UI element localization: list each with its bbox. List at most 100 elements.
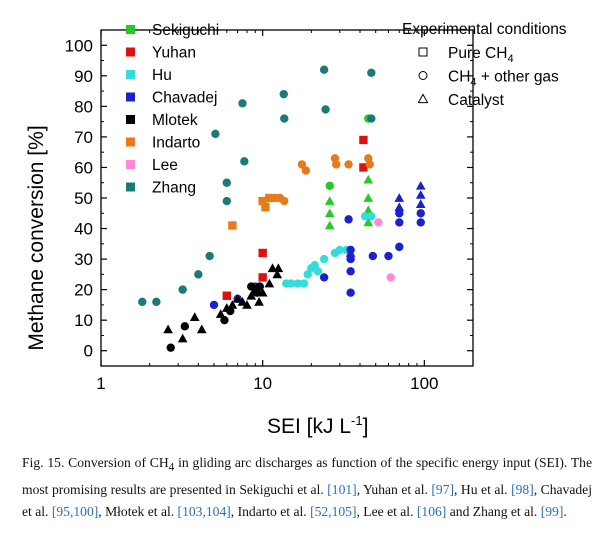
data-point-chavadej bbox=[395, 209, 404, 218]
data-point-mlotek bbox=[166, 343, 175, 352]
data-point-zhang bbox=[240, 157, 249, 166]
legend-swatch-yuhan bbox=[126, 47, 135, 57]
legend-swatch-lee bbox=[126, 160, 135, 169]
data-point-sekiguchi bbox=[363, 217, 374, 227]
legend-condition-label: Pure CH4 bbox=[448, 45, 514, 65]
caption-reference-link[interactable]: [103,104] bbox=[177, 503, 231, 519]
data-point-chavadej bbox=[384, 251, 393, 261]
data-point-mlotek bbox=[177, 333, 188, 343]
legend-swatch-indarto bbox=[126, 137, 135, 147]
data-point-mlotek bbox=[227, 300, 238, 309]
data-point-chavadej bbox=[209, 300, 219, 310]
data-point-hu bbox=[313, 267, 323, 276]
data-point-mlotek bbox=[273, 263, 284, 273]
y-tick-label: 0 bbox=[84, 342, 93, 361]
y-tick-label: 100 bbox=[65, 36, 93, 55]
legend-swatch-zhang bbox=[126, 182, 135, 192]
caption-text: , Indarto et al. bbox=[230, 503, 311, 519]
legend-swatch-hu bbox=[126, 70, 135, 79]
data-point-lee bbox=[374, 218, 383, 227]
data-point-zhang bbox=[319, 65, 329, 74]
legend-label-sekiguchi: Sekiguchi bbox=[152, 22, 219, 39]
legend-condition-label: CH4 + other gas bbox=[448, 69, 559, 89]
data-point-hu bbox=[303, 270, 312, 279]
x-tick-label: 100 bbox=[410, 374, 438, 393]
legend-label-yuhan: Yuhan bbox=[152, 45, 196, 62]
data-point-yuhan bbox=[258, 273, 267, 282]
data-point-mlotek bbox=[246, 290, 257, 300]
data-point-yuhan bbox=[258, 248, 267, 258]
data-point-lee bbox=[386, 273, 395, 282]
data-point-chavadej bbox=[415, 190, 426, 199]
caption-reference-link[interactable]: [99] bbox=[540, 503, 564, 519]
data-point-chavadej bbox=[395, 218, 404, 227]
caption-reference-link[interactable]: [106] bbox=[416, 503, 447, 519]
y-tick-label: 30 bbox=[74, 250, 93, 269]
legend-label-hu: Hu bbox=[152, 67, 172, 84]
data-point-chavadej bbox=[346, 267, 355, 276]
data-point-zhang bbox=[367, 68, 376, 77]
data-point-sekiguchi bbox=[363, 174, 374, 184]
caption-reference-link[interactable]: [101] bbox=[327, 481, 357, 497]
data-point-mlotek bbox=[226, 306, 235, 316]
data-point-chavadej bbox=[416, 209, 425, 218]
caption-reference-link[interactable]: [97] bbox=[431, 481, 455, 497]
data-point-zhang bbox=[279, 89, 288, 99]
data-point-zhang bbox=[152, 297, 161, 307]
x-tick-label: 10 bbox=[253, 374, 272, 393]
data-point-zhang bbox=[222, 178, 232, 187]
data-point-mlotek bbox=[272, 269, 283, 279]
data-point-chavadej bbox=[368, 251, 378, 261]
data-point-mlotek bbox=[237, 297, 248, 306]
caption-text: in gliding arc discharges as function of… bbox=[22, 455, 592, 497]
data-point-indarto bbox=[297, 160, 307, 169]
legend-swatch-mlotek bbox=[126, 115, 135, 124]
data-point-indarto bbox=[344, 160, 353, 169]
data-point-sekiguchi bbox=[324, 196, 335, 205]
data-point-chavadej bbox=[345, 248, 356, 257]
data-point-chavadej bbox=[395, 242, 404, 252]
data-point-mlotek bbox=[220, 315, 229, 325]
x-tick-label: 1 bbox=[96, 374, 105, 393]
y-tick-label: 70 bbox=[74, 128, 93, 147]
data-point-mlotek bbox=[180, 322, 190, 331]
legend-label-lee: Lee bbox=[152, 157, 178, 174]
caption-text: Conversion of CH bbox=[64, 455, 169, 470]
data-point-sekiguchi bbox=[324, 208, 335, 218]
caption-text: , Yuhan et al. bbox=[356, 481, 432, 497]
data-point-mlotek bbox=[264, 278, 275, 288]
caption-lead: Fig. 15. bbox=[22, 455, 65, 470]
caption-reference-link[interactable]: [98] bbox=[511, 481, 534, 497]
data-point-hu bbox=[319, 254, 329, 264]
data-point-mlotek bbox=[232, 293, 243, 303]
caption-reference-link[interactable]: [95,100] bbox=[51, 503, 99, 519]
data-point-hu bbox=[335, 245, 345, 255]
data-point-sekiguchi bbox=[363, 205, 374, 215]
caption-text: , Lee et al. bbox=[356, 503, 417, 519]
data-point-zhang bbox=[138, 297, 147, 307]
y-tick-label: 90 bbox=[74, 67, 93, 86]
data-point-indarto bbox=[258, 196, 267, 206]
legend-conditions-title: Experimental conditions bbox=[402, 21, 567, 38]
data-point-indarto bbox=[265, 193, 274, 203]
caption-subscript: 4 bbox=[168, 461, 175, 474]
data-point-mlotek bbox=[247, 282, 256, 291]
data-point-indarto bbox=[228, 221, 237, 230]
legend-label-indarto: Indarto bbox=[152, 135, 200, 152]
data-point-chavadej bbox=[346, 288, 355, 297]
data-point-yuhan bbox=[359, 135, 368, 145]
data-point-hu bbox=[367, 212, 376, 221]
data-point-mlotek bbox=[242, 300, 252, 309]
data-point-hu bbox=[360, 212, 370, 221]
data-point-yuhan bbox=[222, 291, 232, 300]
caption-text: , Chavadej et al. bbox=[22, 481, 592, 519]
legend-symbol-triangle-icon bbox=[417, 93, 429, 104]
data-point-mlotek bbox=[196, 324, 207, 334]
y-tick-label: 20 bbox=[74, 281, 93, 300]
data-point-mlotek bbox=[254, 297, 264, 306]
data-point-hu bbox=[299, 279, 309, 288]
caption-reference-link[interactable]: [52,105] bbox=[310, 503, 357, 519]
caption-text: and Zhang et al. bbox=[446, 503, 541, 519]
data-point-chavadej bbox=[394, 193, 405, 202]
